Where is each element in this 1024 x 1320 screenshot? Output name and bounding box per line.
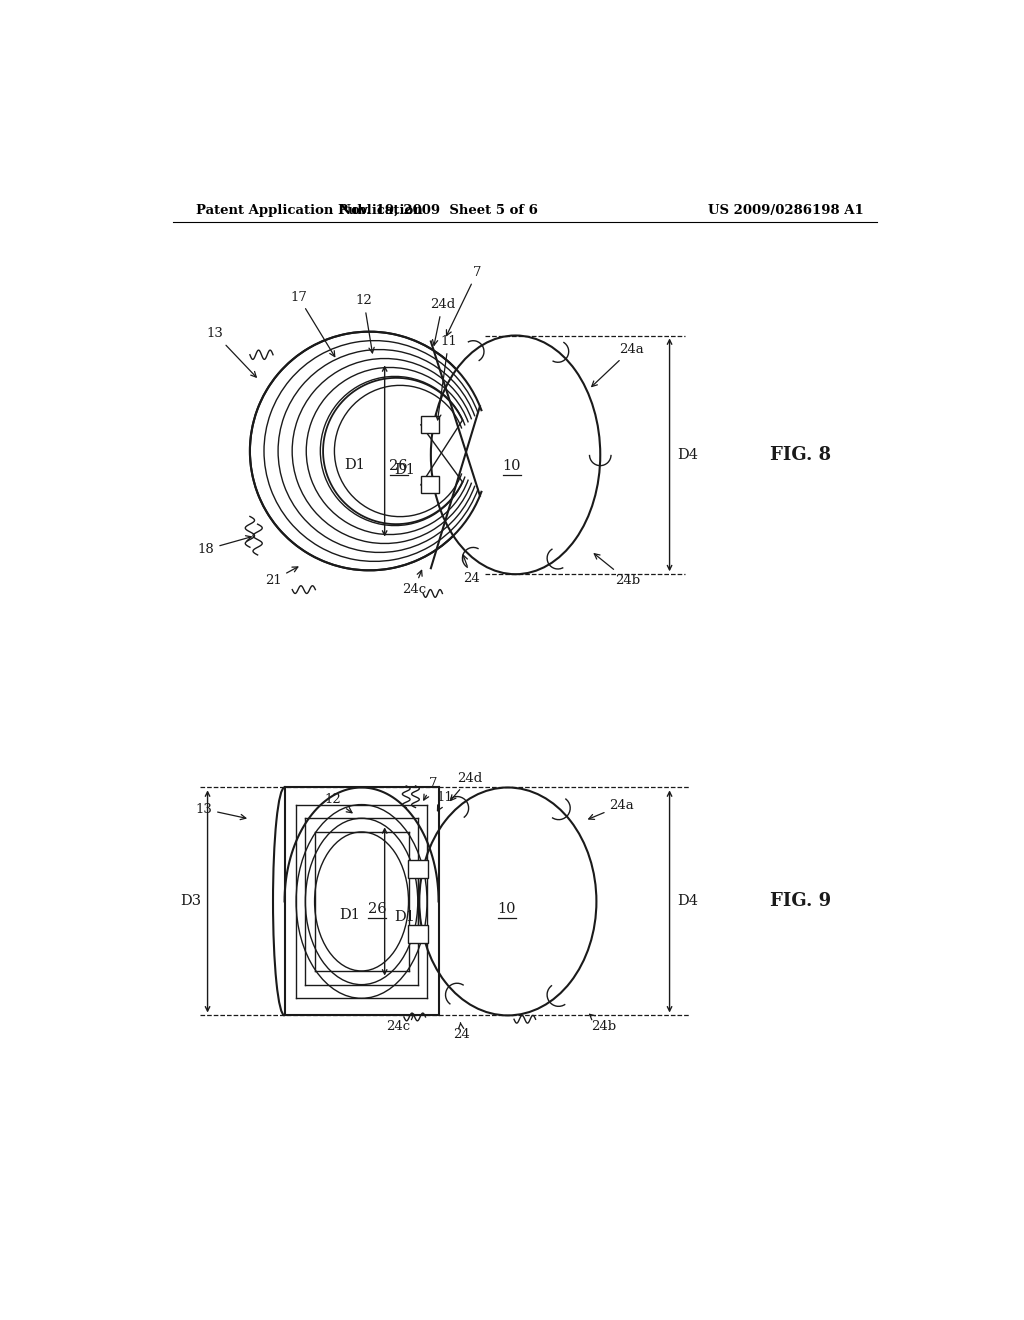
Text: 7: 7 — [424, 777, 437, 800]
Text: 12: 12 — [355, 294, 374, 352]
Text: 18: 18 — [198, 536, 251, 556]
Text: D1: D1 — [344, 458, 366, 471]
Text: 7: 7 — [446, 265, 481, 335]
Polygon shape — [408, 859, 428, 878]
Text: 10: 10 — [503, 459, 521, 474]
Text: 24a: 24a — [592, 343, 643, 387]
Text: FIG. 8: FIG. 8 — [770, 446, 830, 463]
Text: 26: 26 — [389, 459, 408, 474]
Polygon shape — [421, 477, 438, 494]
Text: 13: 13 — [196, 803, 246, 820]
Text: 24d: 24d — [430, 298, 455, 346]
Text: US 2009/0286198 A1: US 2009/0286198 A1 — [708, 205, 864, 218]
Text: Patent Application Publication: Patent Application Publication — [196, 205, 423, 218]
Text: 10: 10 — [497, 902, 515, 916]
Text: 24b: 24b — [594, 553, 640, 587]
Text: 24d: 24d — [451, 772, 482, 800]
Text: 24: 24 — [454, 1023, 470, 1041]
Polygon shape — [421, 416, 438, 433]
Text: D1: D1 — [339, 908, 360, 923]
Text: FIG. 9: FIG. 9 — [770, 892, 830, 911]
Text: 12: 12 — [325, 792, 352, 813]
Text: 17: 17 — [290, 290, 335, 356]
Text: D4: D4 — [677, 895, 698, 908]
Text: 13: 13 — [207, 327, 256, 378]
Text: 26: 26 — [368, 902, 386, 916]
Text: 21: 21 — [264, 568, 298, 587]
Text: 11: 11 — [436, 335, 457, 420]
Text: D4: D4 — [677, 447, 698, 462]
Ellipse shape — [431, 335, 600, 574]
Text: 24: 24 — [463, 554, 480, 585]
Text: 24c: 24c — [386, 1014, 414, 1034]
Text: D1: D1 — [394, 463, 415, 478]
Text: D3: D3 — [180, 895, 202, 908]
Text: 24b: 24b — [590, 1014, 616, 1034]
Text: 24a: 24a — [589, 799, 634, 820]
Text: Nov. 19, 2009  Sheet 5 of 6: Nov. 19, 2009 Sheet 5 of 6 — [339, 205, 538, 218]
Polygon shape — [408, 924, 428, 942]
Ellipse shape — [419, 788, 596, 1015]
Text: 11: 11 — [436, 791, 453, 810]
Text: 24c: 24c — [401, 570, 426, 597]
Text: D1: D1 — [394, 909, 415, 924]
